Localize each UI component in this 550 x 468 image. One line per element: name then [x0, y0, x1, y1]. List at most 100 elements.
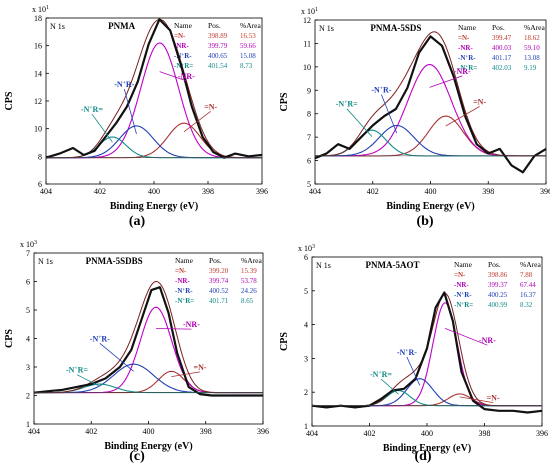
table-name-a: -NR- — [174, 42, 189, 50]
table-header-a: Name — [174, 21, 193, 30]
annotation-arrow-a — [123, 89, 137, 134]
x-tick-label-c: 400 — [143, 427, 155, 436]
peak-curve-b — [315, 129, 546, 157]
x-tick-label-c: 404 — [28, 427, 40, 436]
chart-svg-d: 1 2 3 4 5 6 404 402 400 398 396 Binding Energy (eV)… — [279, 244, 548, 454]
table-name-a: =N- — [174, 32, 186, 40]
table-name-b: =N- — [458, 34, 470, 42]
peak-annotation-b: -N+R- — [371, 86, 391, 95]
y-tick-label-a: 10 — [34, 125, 42, 134]
y-tick-label-a: 8 — [38, 152, 42, 161]
y-tick-label-c: 7 — [26, 249, 30, 258]
table-name-d: -N+R- — [454, 291, 472, 299]
table-header-a: %Area — [240, 21, 261, 30]
plot-frame-a — [45, 17, 263, 185]
table-area-b: 9.19 — [524, 64, 537, 72]
panel-label-b: (b) — [416, 214, 434, 229]
table-area-a: 8.73 — [240, 62, 253, 70]
peak-curve-d — [312, 389, 542, 407]
chart-svg-c: 1 2 3 4 5 6 7 404 402 400 398 396 Binding Energy (eV… — [4, 240, 269, 452]
annotation-arrow-b — [346, 108, 373, 137]
experimental-envelope-d — [311, 291, 543, 414]
y-tick-label-d: 3 — [304, 354, 308, 363]
x-tick-label-d: 398 — [479, 429, 491, 438]
x-tick-label-d: 404 — [306, 429, 318, 438]
table-pos-c: 399.20 — [209, 267, 229, 275]
y-axis-label-d: CPS — [279, 332, 290, 351]
annotation-arrow-d — [406, 356, 421, 386]
y-tick-label-d: 5 — [304, 287, 308, 296]
peak-curve-a — [46, 125, 262, 159]
x-axis-label-c: Binding Energy (eV) — [104, 441, 192, 452]
table-area-b: 59.10 — [524, 44, 540, 52]
y-tick-label-c: 2 — [26, 392, 30, 401]
x-tick-label-a: 398 — [202, 187, 214, 196]
table-pos-a: 400.65 — [208, 52, 228, 60]
x-axis-label-d: Binding Energy (eV) — [383, 443, 471, 454]
table-pos-d: 400.25 — [488, 291, 508, 299]
corner-text-c: N 1s — [38, 257, 53, 266]
plot-frame-d — [311, 256, 543, 427]
annotation-arrow-c — [76, 374, 100, 387]
x-tick-label-d: 396 — [536, 429, 548, 438]
peak-annotation-a: =N- — [204, 102, 217, 111]
x-axis-label-b: Binding Energy (eV) — [386, 201, 474, 212]
y-tick-label-c: 4 — [26, 335, 30, 344]
y-axis-label-a: CPS — [4, 91, 15, 110]
x-tick-label-b: 400 — [425, 187, 437, 196]
table-area-a: 16.53 — [240, 32, 256, 40]
peak-annotation-d: -N+R= — [370, 370, 392, 379]
y-tick-label-d: 1 — [304, 422, 308, 431]
y-tick-label-b: 11 — [303, 39, 311, 48]
y-tick-label-b: 9 — [307, 86, 311, 95]
experimental-envelope-a — [45, 18, 263, 159]
x-tick-label-d: 400 — [421, 429, 433, 438]
table-pos-a: 398.89 — [208, 32, 228, 40]
exponent-label-c: x 103 — [20, 240, 37, 249]
peak-annotation-a: -NR- — [178, 72, 195, 81]
exponent-label-d: x 103 — [298, 244, 315, 253]
peak-annotation-d: -NR- — [479, 336, 496, 345]
chart-title-d: PNMA-5AOT — [366, 260, 420, 270]
table-pos-d: 398.86 — [488, 271, 508, 279]
panel-label-d: (d) — [414, 449, 432, 464]
annotation-arrow-c — [155, 328, 192, 330]
table-header-c: Name — [175, 256, 194, 265]
chart-title-a: PNMA — [108, 21, 135, 31]
peak-annotation-c: -N+R- — [90, 334, 110, 343]
experimental-envelope-c — [33, 286, 263, 397]
chart-panel-b: 5 6 7 8 9 10 11 12 404 402 400 398 396 Binding Energy… — [275, 0, 550, 234]
table-pos-d: 400.99 — [488, 301, 508, 309]
peak-annotation-c: -N+R= — [66, 366, 88, 375]
table-area-c: 24.26 — [241, 287, 257, 295]
table-pos-c: 400.52 — [209, 287, 229, 295]
table-area-d: 67.44 — [520, 281, 536, 289]
annotation-arrow-a — [91, 113, 113, 143]
y-tick-label-a: 16 — [34, 42, 42, 51]
peak-annotation-a: -N+R= — [81, 105, 103, 114]
chart-panel-d: 1 2 3 4 5 6 404 402 400 398 396 Binding Energy (eV)… — [275, 234, 550, 468]
x-tick-label-b: 402 — [367, 187, 379, 196]
table-area-a: 15.08 — [240, 52, 256, 60]
table-area-d: 16.37 — [520, 291, 536, 299]
x-tick-label-a: 400 — [148, 187, 160, 196]
x-tick-label-c: 398 — [200, 427, 212, 436]
y-tick-label-b: 10 — [303, 63, 311, 72]
table-area-d: 8.32 — [520, 301, 533, 309]
annotation-arrow-c — [171, 371, 201, 378]
chart-title-c: PNMA-5SDBS — [86, 256, 143, 266]
table-pos-b: 400.03 — [492, 44, 512, 52]
peak-annotation-b: =N- — [473, 97, 486, 106]
corner-text-d: N 1s — [316, 261, 331, 270]
annotation-arrow-b — [445, 105, 480, 127]
table-header-a: Pos. — [208, 21, 221, 30]
annotation-arrow-c — [99, 343, 134, 372]
panel-label-a: (a) — [128, 214, 146, 229]
annotation-arrow-a — [183, 110, 211, 133]
y-tick-label-a: 14 — [34, 69, 42, 78]
y-tick-label-c: 5 — [26, 306, 30, 315]
y-tick-label-c: 1 — [26, 420, 30, 429]
x-tick-label-c: 402 — [85, 427, 97, 436]
corner-text-b: N 1s — [319, 24, 334, 33]
table-name-d: =N- — [454, 271, 466, 279]
